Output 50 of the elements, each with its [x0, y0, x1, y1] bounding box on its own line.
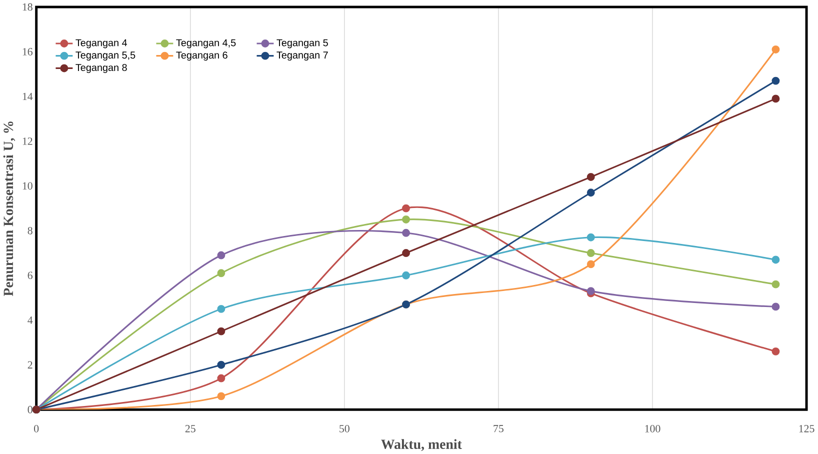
- point: [217, 251, 226, 260]
- legend-label: Tegangan 4,5: [176, 39, 236, 48]
- legend-label: Tegangan 8: [76, 64, 127, 73]
- point: [217, 327, 226, 336]
- point: [217, 392, 226, 400]
- point: [586, 233, 595, 242]
- y-tick-label: 10: [22, 182, 32, 190]
- legend-label: Tegangan 4: [76, 39, 127, 48]
- point: [402, 228, 410, 237]
- x-tick-label: 100: [645, 424, 660, 432]
- x-tick-label: 0: [34, 424, 39, 432]
- y-tick-label: 0: [28, 406, 32, 414]
- point: [772, 280, 780, 288]
- legend-label: Tegangan 5,5: [76, 52, 136, 60]
- point: [586, 286, 595, 295]
- x-tick-label: 25: [185, 424, 196, 432]
- point: [586, 188, 595, 196]
- y-tick-label: 2: [28, 361, 32, 368]
- y-tick-label: 12: [22, 137, 32, 145]
- point: [402, 248, 410, 257]
- point: [772, 45, 780, 54]
- y-tick-label: 16: [22, 48, 33, 56]
- point: [772, 76, 780, 85]
- y-tick-label: 18: [22, 3, 32, 11]
- point: [772, 302, 780, 311]
- point: [586, 172, 595, 181]
- point: [586, 248, 595, 257]
- point: [772, 347, 780, 356]
- y-tick-label: 4: [28, 316, 33, 324]
- legend-label: Tegangan 6: [176, 51, 228, 60]
- y-axis-title: Penurunan Konsentrasi U, %: [3, 121, 16, 296]
- x-tick-label: 125: [799, 424, 814, 432]
- point: [772, 94, 780, 103]
- y-tick-label: 6: [28, 272, 33, 279]
- y-tick-label: 14: [22, 92, 33, 100]
- point: [772, 256, 780, 264]
- legend-label: Tegangan 5: [276, 39, 328, 48]
- point: [217, 374, 226, 382]
- point: [217, 304, 226, 313]
- y-tick-label: 8: [28, 226, 32, 234]
- point: [217, 269, 226, 277]
- point: [402, 215, 410, 224]
- point: [402, 204, 410, 212]
- legend-label: Tegangan 7: [276, 52, 328, 60]
- x-axis-title: Waktu, menit: [381, 439, 462, 451]
- x-tick-label: 75: [494, 424, 504, 432]
- point: [402, 271, 410, 280]
- point: [217, 360, 226, 369]
- point: [586, 260, 595, 268]
- x-tick-label: 50: [340, 424, 350, 432]
